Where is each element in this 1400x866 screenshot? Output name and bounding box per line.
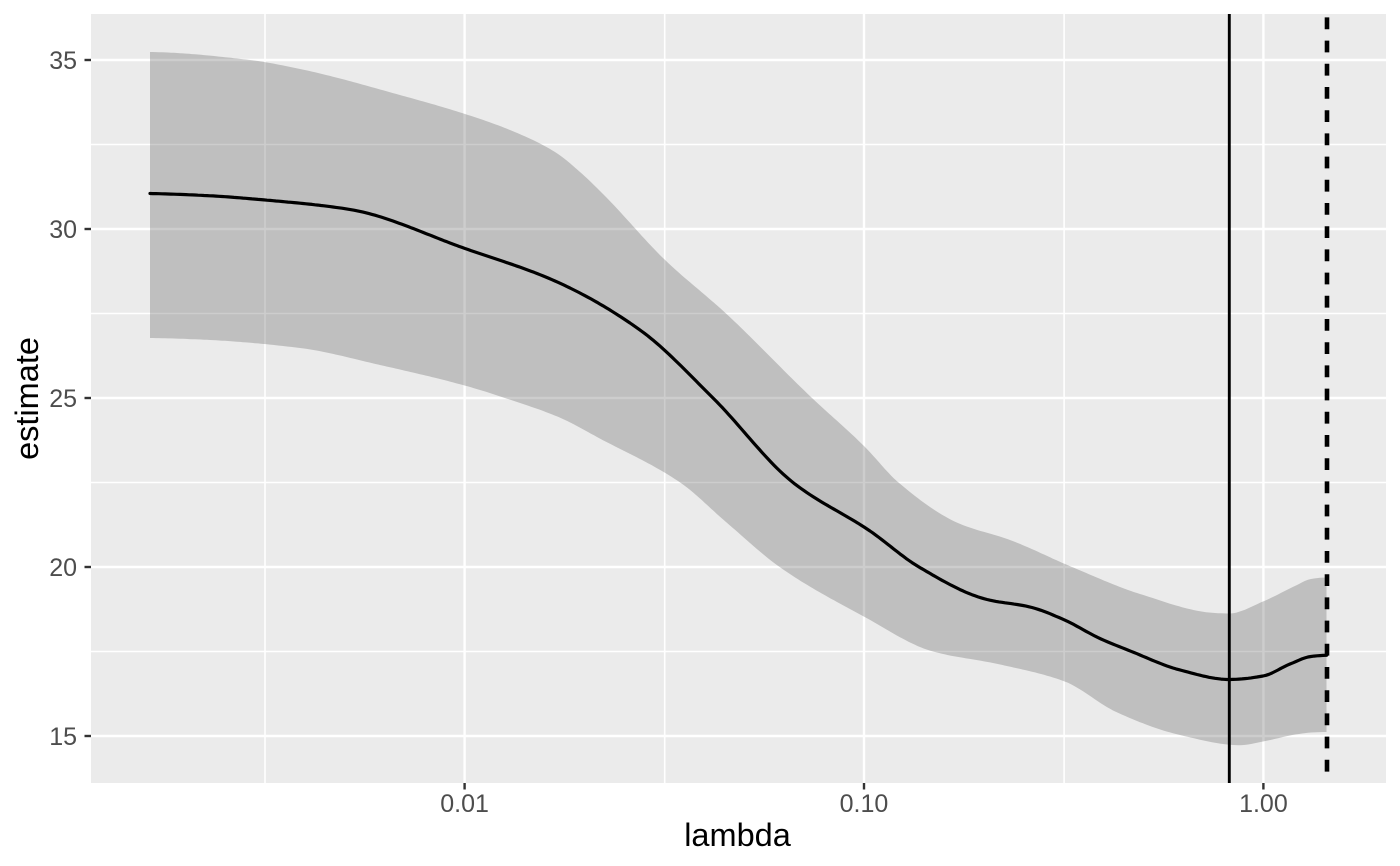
svg-text:30: 30	[49, 216, 77, 244]
svg-text:20: 20	[49, 554, 77, 582]
svg-text:0.10: 0.10	[840, 790, 889, 818]
svg-text:lambda: lambda	[684, 817, 792, 853]
svg-text:1.00: 1.00	[1239, 790, 1288, 818]
svg-text:0.01: 0.01	[440, 790, 489, 818]
svg-text:estimate: estimate	[9, 337, 45, 460]
svg-text:25: 25	[49, 385, 77, 413]
svg-text:15: 15	[49, 723, 77, 751]
svg-text:35: 35	[49, 47, 77, 75]
